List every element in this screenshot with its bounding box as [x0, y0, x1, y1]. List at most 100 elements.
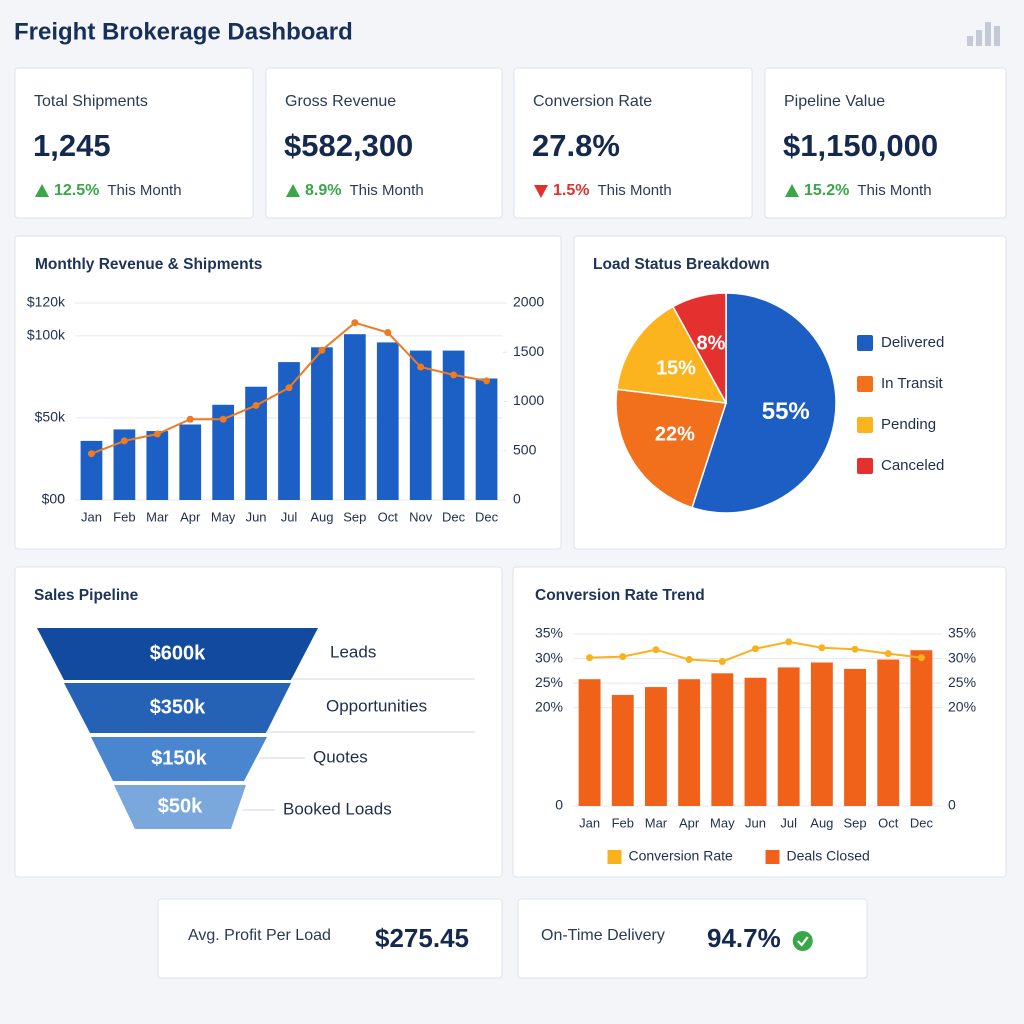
card	[157, 898, 503, 979]
point	[718, 658, 726, 666]
bar	[245, 386, 267, 500]
icon-bar	[976, 30, 982, 46]
trend-arrow	[35, 184, 49, 197]
y2-tick-label: 35%	[948, 625, 976, 641]
kpi-change: 1.5%	[553, 182, 589, 199]
funnel-stage	[64, 683, 291, 733]
point	[285, 384, 293, 392]
y2-tick-label: 25%	[948, 674, 976, 690]
point	[917, 654, 925, 662]
stage-value: $50k	[158, 795, 203, 817]
legend-swatch	[765, 850, 780, 864]
icon-bar	[985, 22, 991, 46]
trend-arrow	[785, 184, 799, 197]
x-tick-label: Sep	[343, 509, 366, 524]
check-mark	[796, 936, 809, 947]
bar	[810, 662, 833, 806]
y2-tick-label: 500	[513, 441, 537, 457]
trend-arrow	[286, 184, 300, 197]
pie-slice	[671, 292, 727, 404]
y2-tick-label: 2000	[513, 294, 544, 310]
kpi-label: Gross Revenue	[285, 93, 396, 110]
slice-label: 8%	[697, 333, 726, 355]
x-tick-label: Jun	[745, 815, 766, 830]
legend-swatch	[857, 417, 873, 433]
x-tick-label: Jan	[81, 509, 102, 524]
x-tick-label: Sep	[843, 815, 866, 830]
pie-slice	[615, 388, 727, 509]
kpi-label: Conversion Rate	[533, 93, 652, 110]
bar	[844, 668, 866, 806]
legend-label: Delivered	[881, 334, 944, 351]
y2-tick-label: 0	[513, 491, 521, 507]
card	[517, 898, 868, 979]
x-tick-label: Aug	[310, 509, 333, 524]
stage-value: $600k	[150, 642, 206, 664]
bar	[146, 431, 169, 500]
funnel-stage	[91, 737, 267, 781]
y-tick-label: $100k	[27, 327, 66, 343]
card	[265, 67, 503, 219]
kpi-label: Pipeline Value	[784, 93, 885, 110]
kpi-label: Total Shipments	[34, 93, 148, 110]
x-tick-label: Dec	[442, 509, 466, 524]
page-title: Freight Brokerage Dashboard	[14, 18, 353, 45]
point	[219, 415, 227, 423]
x-tick-label: Apr	[679, 815, 700, 830]
kpi-value: 27.8%	[532, 128, 620, 163]
x-tick-label: Apr	[180, 509, 201, 524]
chart-title: Sales Pipeline	[34, 587, 139, 604]
slice-label: 22%	[655, 424, 695, 446]
legend-swatch	[857, 335, 873, 351]
point	[685, 656, 693, 664]
point	[252, 401, 260, 409]
chart-title: Conversion Rate Trend	[535, 587, 705, 604]
kpi-value: 1,245	[33, 128, 111, 163]
legend-label: Pending	[881, 416, 936, 433]
kpi-change: 15.2%	[804, 182, 849, 199]
point	[186, 415, 194, 423]
chart-title: Load Status Breakdown	[593, 256, 770, 273]
legend-label: In Transit	[881, 375, 944, 392]
kpi-period: This Month	[107, 182, 181, 199]
funnel-stage	[37, 628, 318, 680]
point	[483, 377, 491, 385]
point	[87, 450, 95, 458]
x-tick-label: Jul	[780, 815, 797, 830]
kpi-period: This Month	[597, 182, 671, 199]
card	[513, 67, 753, 219]
kpi-change: 12.5%	[54, 182, 99, 199]
summary-value: 94.7%	[707, 923, 781, 953]
point	[884, 650, 892, 658]
kpi-change: 8.9%	[305, 182, 341, 199]
point	[153, 430, 161, 438]
x-tick-label: Dec	[475, 509, 499, 524]
bar	[343, 334, 366, 500]
stage-label: Leads	[330, 642, 376, 661]
summary-value: $275.45	[375, 923, 469, 953]
trend-arrow	[534, 185, 548, 198]
slice-label: 15%	[656, 357, 696, 379]
bar	[711, 673, 734, 806]
x-tick-label: Jun	[246, 509, 267, 524]
x-tick-label: Jan	[579, 815, 600, 830]
card	[764, 67, 1007, 219]
stage-value: $150k	[151, 747, 207, 769]
point	[586, 654, 594, 662]
bar	[179, 424, 202, 500]
icon-bar	[967, 36, 973, 46]
check-icon	[792, 931, 813, 951]
report-icon[interactable]	[967, 22, 1000, 46]
bar	[744, 677, 767, 806]
bar	[278, 362, 300, 500]
legend-label: Deals Closed	[787, 848, 870, 864]
x-tick-label: Oct	[378, 509, 399, 524]
y-tick-label: 0	[555, 797, 563, 813]
legend-swatch	[607, 850, 622, 864]
y-tick-label: 30%	[535, 649, 563, 665]
point	[851, 645, 859, 653]
point	[450, 371, 458, 379]
bar	[877, 659, 900, 806]
point	[818, 644, 826, 652]
